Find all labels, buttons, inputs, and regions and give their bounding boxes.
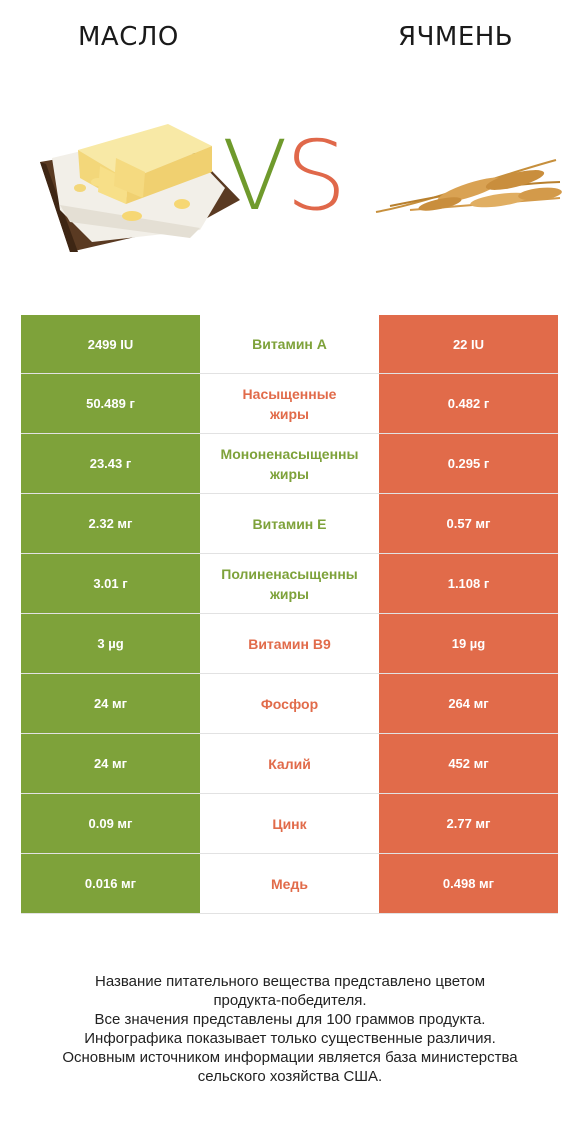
hero-illustration <box>40 124 562 252</box>
vs-s-letter: S <box>285 120 347 232</box>
table-row: 3.01 г Полиненасыщенны жиры 1.108 г <box>21 554 558 614</box>
nutrient-name: Полиненасыщенны жиры <box>221 565 358 602</box>
nutrient-name: Цинк <box>272 815 307 832</box>
table-row: 24 мг Фосфор 264 мг <box>21 674 558 734</box>
left-value: 23.43 г <box>21 434 200 493</box>
table-row: 0.016 мг Медь 0.498 мг <box>21 854 558 914</box>
left-value: 2499 IU <box>21 314 200 373</box>
left-value: 2.32 мг <box>21 494 200 553</box>
left-value: 24 мг <box>21 734 200 793</box>
footer-line: Инфографика показывает только существенн… <box>84 1030 496 1047</box>
comparison-table: 2499 IU Витамин A 22 IU 50.489 г Насыщенные … <box>21 314 558 914</box>
table-row: 50.489 г Насыщенные жиры 0.482 г <box>21 374 558 434</box>
nutrient-name: Мононенасыщенны жиры <box>220 445 359 482</box>
table-row: 2499 IU Витамин A 22 IU <box>21 314 558 374</box>
vs-label: VS <box>222 128 347 224</box>
nutrient-name: Витамин A <box>252 335 327 352</box>
nutrient-name: Фосфор <box>260 695 319 712</box>
footer-notes: Название питательного вещества представл… <box>20 972 560 1086</box>
right-value: 452 мг <box>379 734 558 793</box>
footer-line: Основным источником информации является … <box>62 1049 518 1066</box>
right-value: 0.498 мг <box>379 854 558 913</box>
table-row: 24 мг Калий 452 мг <box>21 734 558 794</box>
table-row: 3 µg Витамин B9 19 µg <box>21 614 558 674</box>
table-row: 23.43 г Мононенасыщенны жиры 0.295 г <box>21 434 558 494</box>
right-value: 0.57 мг <box>379 494 558 553</box>
table-row: 0.09 мг Цинк 2.77 мг <box>21 794 558 854</box>
left-value: 50.489 г <box>21 374 200 433</box>
butter-image <box>40 124 240 252</box>
nutrient-name: Калий <box>268 755 311 772</box>
right-value: 1.108 г <box>379 554 558 613</box>
left-value: 0.016 мг <box>21 854 200 913</box>
footer-line: продукта-победителя. <box>213 992 367 1009</box>
nutrient-name: Витамин E <box>252 515 327 532</box>
footer-line: Все значения представлены для 100 граммо… <box>94 1011 486 1028</box>
right-value: 22 IU <box>379 314 558 373</box>
nutrient-name: Насыщенные жиры <box>242 385 337 422</box>
vs-v-letter: V <box>222 120 288 232</box>
barley-image <box>375 159 562 213</box>
right-value: 0.295 г <box>379 434 558 493</box>
left-title: МАСЛО <box>78 22 179 52</box>
left-value: 3 µg <box>21 614 200 673</box>
right-value: 2.77 мг <box>379 794 558 853</box>
footer-line: Название питательного вещества представл… <box>94 973 486 990</box>
left-value: 0.09 мг <box>21 794 200 853</box>
right-title: ЯЧМЕНЬ <box>398 22 514 52</box>
left-value: 24 мг <box>21 674 200 733</box>
table-row: 2.32 мг Витамин E 0.57 мг <box>21 494 558 554</box>
footer-line: сельского хозяйства США. <box>197 1068 383 1085</box>
left-value: 3.01 г <box>21 554 200 613</box>
right-value: 264 мг <box>379 674 558 733</box>
right-value: 0.482 г <box>379 374 558 433</box>
nutrient-name: Витамин B9 <box>248 635 331 652</box>
right-value: 19 µg <box>379 614 558 673</box>
nutrient-name: Медь <box>271 875 308 892</box>
